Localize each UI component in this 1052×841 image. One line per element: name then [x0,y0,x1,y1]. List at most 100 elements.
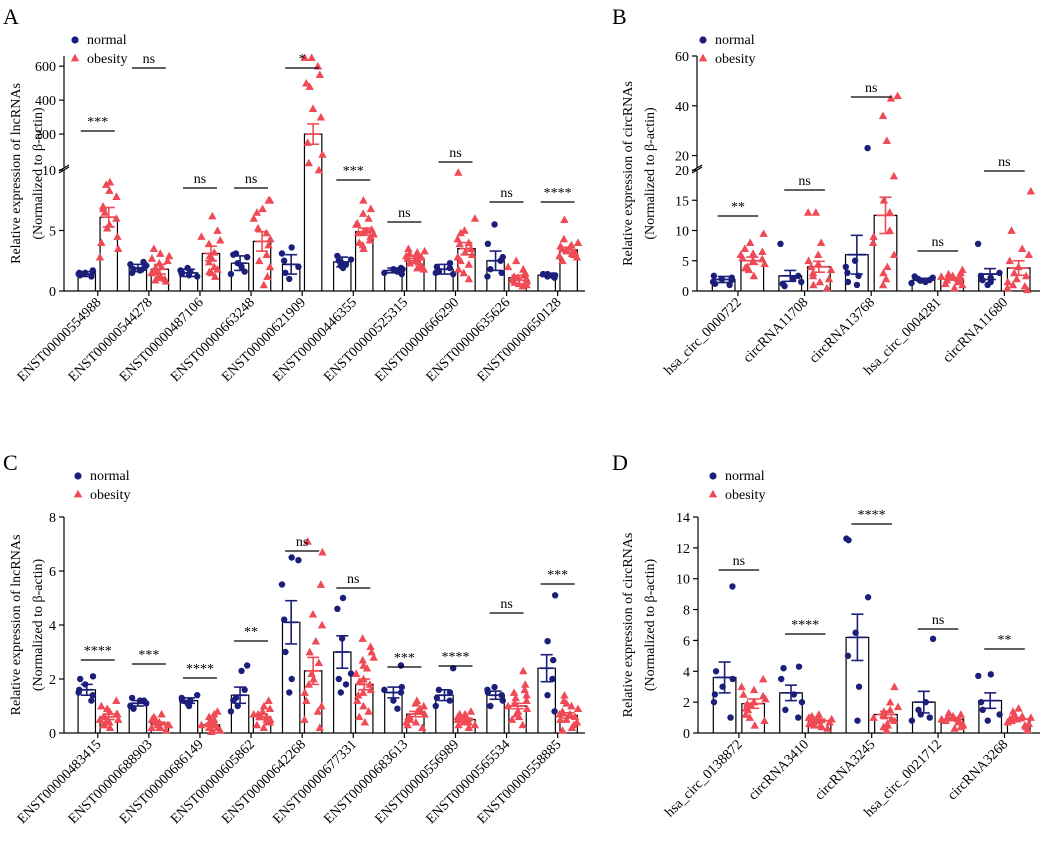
point-obesity [572,252,582,261]
significance-label: ns [932,613,944,628]
y-tick-label: 6 [683,634,690,649]
point-obesity [112,214,121,222]
point-obesity [740,244,750,253]
point-normal [798,278,805,286]
point-obesity [351,220,361,228]
point-obesity [317,701,326,710]
point-obesity [809,280,818,289]
point-obesity [305,647,314,656]
point-normal [929,635,937,643]
point-obesity [101,180,111,188]
point-normal [398,270,405,278]
point-obesity [1014,704,1023,712]
point-obesity [560,691,569,699]
point-normal [853,281,861,289]
point-obesity [1024,250,1034,259]
panel-b: B Relative expression of circRNAs (Normali… [612,4,1040,378]
point-obesity [741,710,750,718]
point-obesity [369,229,378,238]
point-normal [280,257,288,264]
point-obesity [163,256,172,265]
y-tick-label: 15 [675,194,689,209]
point-normal [88,697,95,704]
point-obesity [252,720,262,729]
point-normal [446,689,454,696]
point-obesity [197,232,206,240]
point-obesity [317,620,327,629]
significance-label: ns [194,172,206,187]
point-obesity [522,274,531,283]
point-obesity [737,682,746,691]
significance-label: *** [87,115,108,130]
point-obesity [740,263,750,272]
point-obesity [558,256,567,265]
point-normal [194,273,201,280]
point-obesity [510,278,519,286]
point-obesity [155,723,164,731]
point-obesity [522,280,531,289]
y-axis-subtitle: (Normalized to β-actin) [643,559,658,692]
point-obesity [748,249,758,257]
point-obesity [937,272,946,280]
point-normal [710,698,718,706]
point-obesity [1026,713,1036,721]
point-normal [397,689,405,696]
point-obesity [1026,186,1035,195]
legend-obesity-label: obesity [725,488,765,503]
point-obesity [503,262,513,271]
point-normal [243,253,251,261]
point-normal [782,706,789,714]
point-obesity [315,70,325,79]
point-obesity [102,704,112,713]
point-obesity [369,653,378,661]
point-obesity [507,715,517,723]
point-obesity [560,215,569,223]
significance-label: ns [865,81,877,96]
point-obesity [355,712,364,721]
point-normal [288,675,295,683]
point-obesity [559,234,569,243]
y-tick-label: 10 [675,225,689,240]
point-normal [926,714,933,721]
point-normal [288,244,295,251]
point-obesity [412,248,422,256]
point-obesity [358,688,368,696]
point-obesity [1008,280,1018,289]
y-tick-label: 0 [49,727,56,742]
point-obesity [113,232,122,240]
point-obesity [216,726,225,734]
y-tick-label: 14 [676,511,690,526]
significance-label: ns [932,235,944,250]
point-obesity [1009,268,1019,277]
point-normal [295,557,302,564]
panel-a: A Relative expression of lncRNAs (Normaliz… [3,4,585,385]
significance-label: *** [343,164,364,179]
point-obesity [315,723,325,731]
category-group: ns circRNA13768 [807,81,902,366]
point-normal [551,708,558,715]
point-obesity [562,715,571,723]
point-obesity [555,709,564,718]
point-obesity [366,204,376,213]
point-obesity [736,250,745,259]
point-normal [550,656,557,664]
category-group: ****ENST00000556989 [372,650,480,827]
significance-label: ** [244,625,258,640]
point-obesity [749,685,759,694]
x-tick-label: ENST00000554988 [15,295,105,385]
point-obesity [881,274,891,283]
y-tick-label: 600 [35,60,56,75]
point-obesity [1008,707,1018,715]
point-normal [230,251,237,258]
point-obesity [216,235,225,244]
point-obesity [358,655,367,664]
significance-label: ** [731,200,745,215]
point-obesity [804,713,814,721]
panel-c: C Relative expression of lncRNAs (Normaliz… [3,450,585,827]
point-obesity [97,238,106,246]
point-obesity [266,234,275,243]
point-obesity [147,254,157,262]
point-obesity [749,271,759,280]
point-obesity [567,240,576,249]
panel-letter: D [612,450,628,475]
